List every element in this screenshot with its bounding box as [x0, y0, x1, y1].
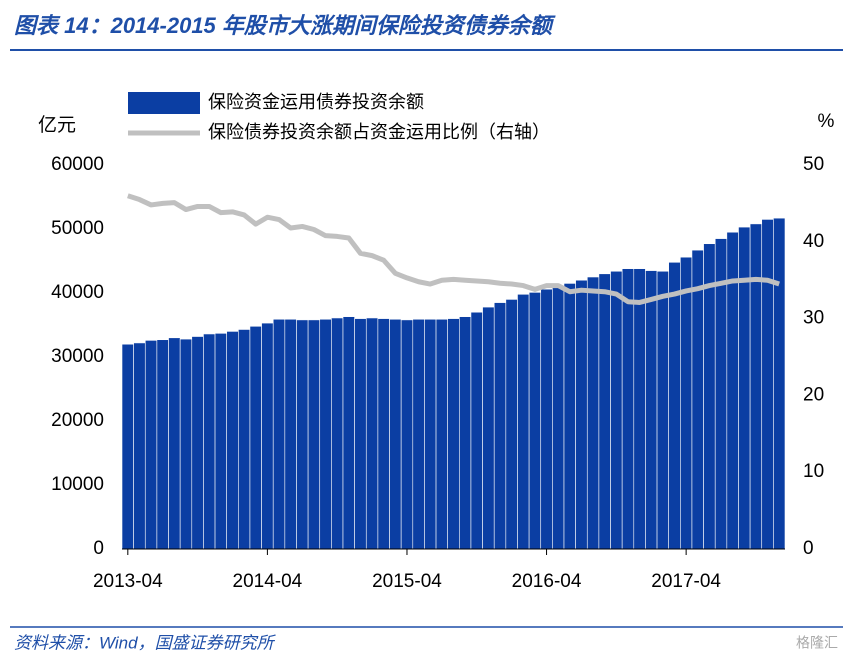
x-tick-label: 2016-04 — [512, 571, 582, 592]
bar — [319, 318, 332, 550]
bar — [680, 256, 693, 550]
bar — [773, 217, 786, 550]
bar — [691, 249, 704, 550]
x-tick-label: 2015-04 — [372, 571, 442, 592]
bar — [354, 318, 367, 550]
bar — [203, 333, 216, 550]
bar — [656, 270, 669, 550]
bar — [389, 318, 402, 550]
bar — [528, 292, 542, 550]
bar — [493, 302, 507, 550]
x-tick-label: 2017-04 — [651, 571, 721, 592]
bar — [761, 219, 774, 550]
bar — [540, 288, 553, 550]
bar — [505, 299, 518, 550]
bar — [482, 306, 495, 550]
bar — [144, 340, 158, 550]
bar — [645, 270, 658, 550]
bar — [633, 268, 646, 550]
bar — [331, 317, 344, 550]
bar — [121, 343, 134, 550]
bar — [226, 331, 239, 550]
y-axis-label: 亿元 — [38, 114, 76, 136]
y-tick-label: 0 — [93, 538, 104, 559]
x-tick-label: 2014-04 — [233, 571, 303, 592]
y-tick-label: 40000 — [51, 282, 104, 303]
bar — [191, 336, 204, 550]
y2-tick-label: 0 — [803, 538, 814, 559]
bar — [249, 325, 262, 550]
y-tick-label: 50000 — [51, 218, 104, 239]
bar — [447, 318, 460, 550]
y2-tick-label: 40 — [803, 231, 824, 252]
y-tick-label: 30000 — [51, 346, 104, 367]
y2-tick-label: 10 — [803, 461, 824, 482]
legend-label: 保险资金运用债券投资余额 — [208, 92, 424, 112]
bar — [586, 276, 600, 550]
y-tick-label: 20000 — [51, 410, 104, 431]
source: 资料来源：Wind，国盛证券研究所 — [14, 633, 277, 652]
y2-axis-label: % — [818, 111, 835, 132]
bar — [749, 223, 763, 550]
bar — [365, 317, 379, 550]
bar — [272, 318, 286, 550]
y2-tick-label: 50 — [803, 154, 824, 175]
bar — [412, 318, 425, 550]
watermark: 格隆汇 — [796, 635, 838, 651]
bar — [168, 337, 181, 550]
bar — [610, 270, 623, 550]
y2-tick-label: 30 — [803, 308, 824, 329]
bar — [179, 338, 193, 550]
bar — [156, 339, 169, 550]
bar — [563, 283, 576, 550]
legend-swatch — [128, 92, 200, 114]
bar — [598, 273, 611, 550]
bar — [296, 319, 309, 550]
bar — [424, 318, 437, 550]
bar — [738, 226, 751, 550]
bar — [552, 286, 565, 550]
bar — [214, 333, 227, 550]
bar — [400, 319, 414, 550]
bar — [668, 261, 681, 550]
x-tick-label: 2013-04 — [93, 571, 163, 592]
bar — [238, 329, 251, 550]
bar — [284, 318, 297, 550]
line — [127, 193, 780, 305]
bar — [575, 279, 588, 550]
bar — [133, 342, 146, 550]
bar — [459, 316, 472, 550]
y2-tick-label: 20 — [803, 384, 824, 405]
bar — [621, 268, 635, 550]
legend-label: 保险债券投资余额占资金运用比例（右轴） — [208, 122, 550, 142]
chart-title: 图表 14：2014-2015 年股市大涨期间保险投资债券余额 — [14, 13, 556, 38]
y-tick-label: 10000 — [51, 474, 104, 495]
bar — [342, 316, 355, 550]
bar — [307, 319, 321, 550]
bar — [703, 243, 716, 550]
y-tick-label: 60000 — [51, 154, 104, 175]
bar — [377, 318, 390, 550]
bar — [261, 322, 274, 550]
bar — [517, 293, 530, 550]
bar — [470, 311, 483, 550]
bar — [435, 318, 448, 550]
